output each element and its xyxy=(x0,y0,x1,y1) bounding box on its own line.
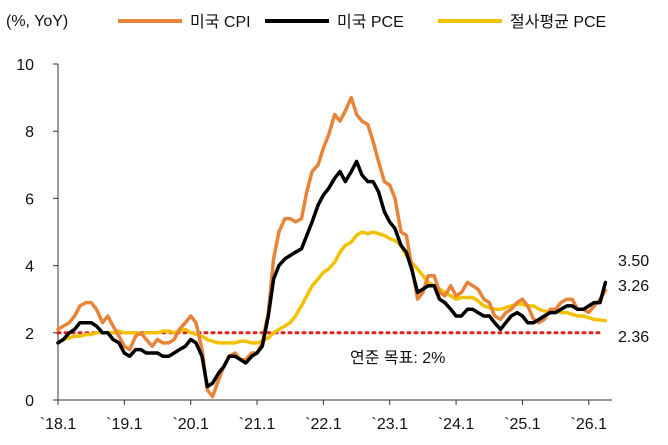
y-unit-label: (%, YoY) xyxy=(6,13,68,30)
series-line-2 xyxy=(56,230,608,345)
y-tick-label: 0 xyxy=(25,393,34,410)
end-labels: 3.50 3.26 2.36 xyxy=(618,253,649,346)
target-label: 연준 목표: 2% xyxy=(350,349,445,367)
y-tick-label: 6 xyxy=(25,191,34,208)
x-tick-label: `22.1 xyxy=(305,416,342,433)
axes xyxy=(53,63,612,405)
x-tick-label: `25.1 xyxy=(504,416,541,433)
y-tick-label: 8 xyxy=(25,124,34,141)
x-tick-label: `26.1 xyxy=(571,416,608,433)
x-axis-ticks: `18.1 `19.1 `20.1 `21.1 `22.1 `23.1 `24.1 `25.1… xyxy=(40,416,607,433)
x-tick-label: `24.1 xyxy=(438,416,475,433)
x-tick-label: `19.1 xyxy=(106,416,143,433)
y-axis-ticks: 0 2 4 6 8 10 xyxy=(16,57,34,410)
series-lines xyxy=(56,95,608,399)
legend-label: 절사평균 PCE xyxy=(510,13,606,31)
series-line-0 xyxy=(56,95,608,399)
series-line-1 xyxy=(56,159,608,389)
end-value-label: 3.26 xyxy=(618,278,649,295)
end-value-label: 3.50 xyxy=(618,253,649,270)
x-tick-label: `20.1 xyxy=(172,416,209,433)
end-value-label: 2.36 xyxy=(618,329,649,346)
y-tick-label: 4 xyxy=(25,259,34,276)
y-tick-label: 10 xyxy=(16,57,34,74)
legend-label: 미국 PCE xyxy=(337,13,404,31)
x-tick-label: `18.1 xyxy=(40,416,77,433)
legend: 미국 CPI 미국 PCE 절사평균 PCE xyxy=(118,13,606,31)
x-tick-label: `21.1 xyxy=(239,416,276,433)
legend-label: 미국 CPI xyxy=(190,13,251,31)
y-tick-label: 2 xyxy=(25,326,34,343)
x-tick-label: `23.1 xyxy=(372,416,409,433)
